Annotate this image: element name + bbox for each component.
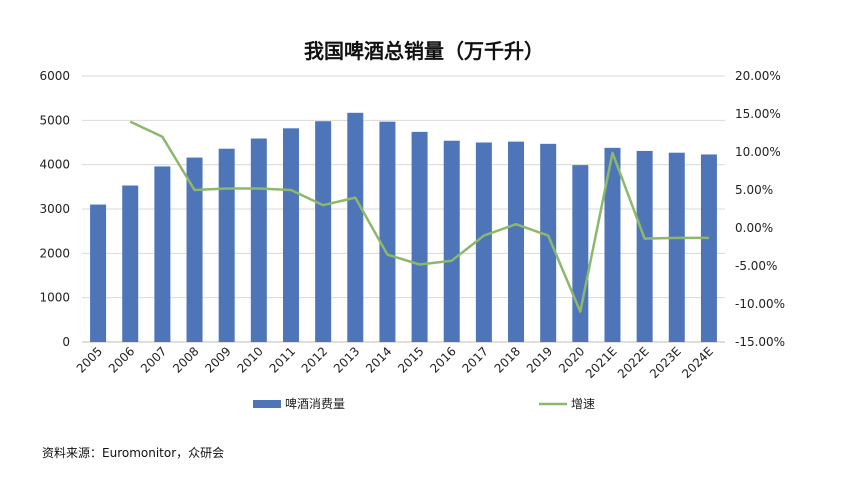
chart-title: 我国啤酒总销量（万千升） — [304, 39, 544, 63]
y-tick-label: 3000 — [39, 202, 70, 216]
bar — [700, 154, 717, 342]
bar — [218, 148, 235, 342]
x-axis: 2005 2006 2007 2008 2009 2010 2011 2012 2013 2014… — [74, 344, 716, 381]
y-tick-label: 5000 — [39, 113, 70, 127]
x-tick-label: 2005 — [74, 344, 105, 375]
legend: 啤酒消费量 增速 — [253, 396, 595, 411]
y2-tick-label: 10.00% — [735, 145, 781, 159]
bar — [282, 128, 299, 342]
y-axis-left: 0 1000 2000 3000 4000 5000 6000 — [39, 69, 70, 349]
x-tick-label: 2024E — [679, 344, 716, 381]
y-tick-label: 4000 — [39, 158, 70, 172]
x-tick-label: 2009 — [202, 344, 233, 375]
y2-tick-label: 0.00% — [735, 221, 773, 235]
x-tick-label: 2015 — [395, 344, 426, 375]
bar — [668, 152, 685, 342]
line-series — [129, 120, 709, 313]
bar — [572, 165, 589, 342]
y2-tick-label: 20.00% — [735, 69, 781, 83]
x-tick-label: 2013 — [331, 344, 362, 375]
bar — [347, 112, 364, 343]
x-tick-label: 2011 — [267, 344, 298, 375]
bar — [411, 131, 428, 342]
bar — [315, 121, 332, 342]
y-tick-label: 6000 — [39, 69, 70, 83]
legend-line-label: 增速 — [571, 397, 595, 411]
y-axis-right: -15.00% -10.00% -5.00% 0.00% 5.00% 10.00% 15.0… — [735, 69, 785, 349]
x-tick-label: 2016 — [427, 344, 458, 375]
x-tick-label: 2018 — [492, 344, 523, 375]
legend-bar-swatch — [253, 400, 281, 408]
x-tick-label: 2019 — [524, 344, 555, 375]
bar — [379, 121, 396, 342]
x-tick-label: 2014 — [363, 344, 394, 375]
x-tick-label: 2012 — [299, 344, 330, 375]
bar — [443, 140, 460, 342]
y2-tick-label: 5.00% — [735, 183, 773, 197]
x-tick-label: 2008 — [170, 344, 201, 375]
growth-line — [129, 120, 709, 313]
bar — [186, 157, 203, 342]
bar — [508, 141, 525, 342]
bar — [475, 142, 492, 342]
bar — [90, 204, 107, 342]
y2-tick-label: -15.00% — [735, 335, 785, 349]
x-tick-label: 2022E — [615, 344, 652, 381]
grid-lines — [82, 75, 725, 343]
bar — [122, 185, 139, 342]
y2-tick-label: 15.00% — [735, 107, 781, 121]
bar — [250, 138, 267, 342]
x-tick-label: 2007 — [138, 344, 169, 375]
legend-bar-label: 啤酒消费量 — [285, 396, 345, 411]
y-tick-label: 1000 — [39, 291, 70, 305]
x-tick-label: 2021E — [583, 344, 620, 381]
y-tick-label: 2000 — [39, 246, 70, 260]
y2-tick-label: -5.00% — [735, 259, 777, 273]
x-tick-label: 2006 — [106, 344, 137, 375]
x-tick-label: 2010 — [234, 344, 265, 375]
source-note: 资料来源：Euromonitor，众研会 — [42, 446, 225, 460]
bar — [154, 166, 171, 342]
bar-series — [90, 112, 717, 343]
bar — [636, 150, 653, 342]
y2-tick-label: -10.00% — [735, 297, 785, 311]
bar — [604, 147, 621, 342]
y-tick-label: 0 — [62, 335, 70, 349]
bar — [540, 143, 557, 342]
x-tick-label: 2023E — [647, 344, 684, 381]
x-tick-label: 2017 — [459, 344, 490, 375]
